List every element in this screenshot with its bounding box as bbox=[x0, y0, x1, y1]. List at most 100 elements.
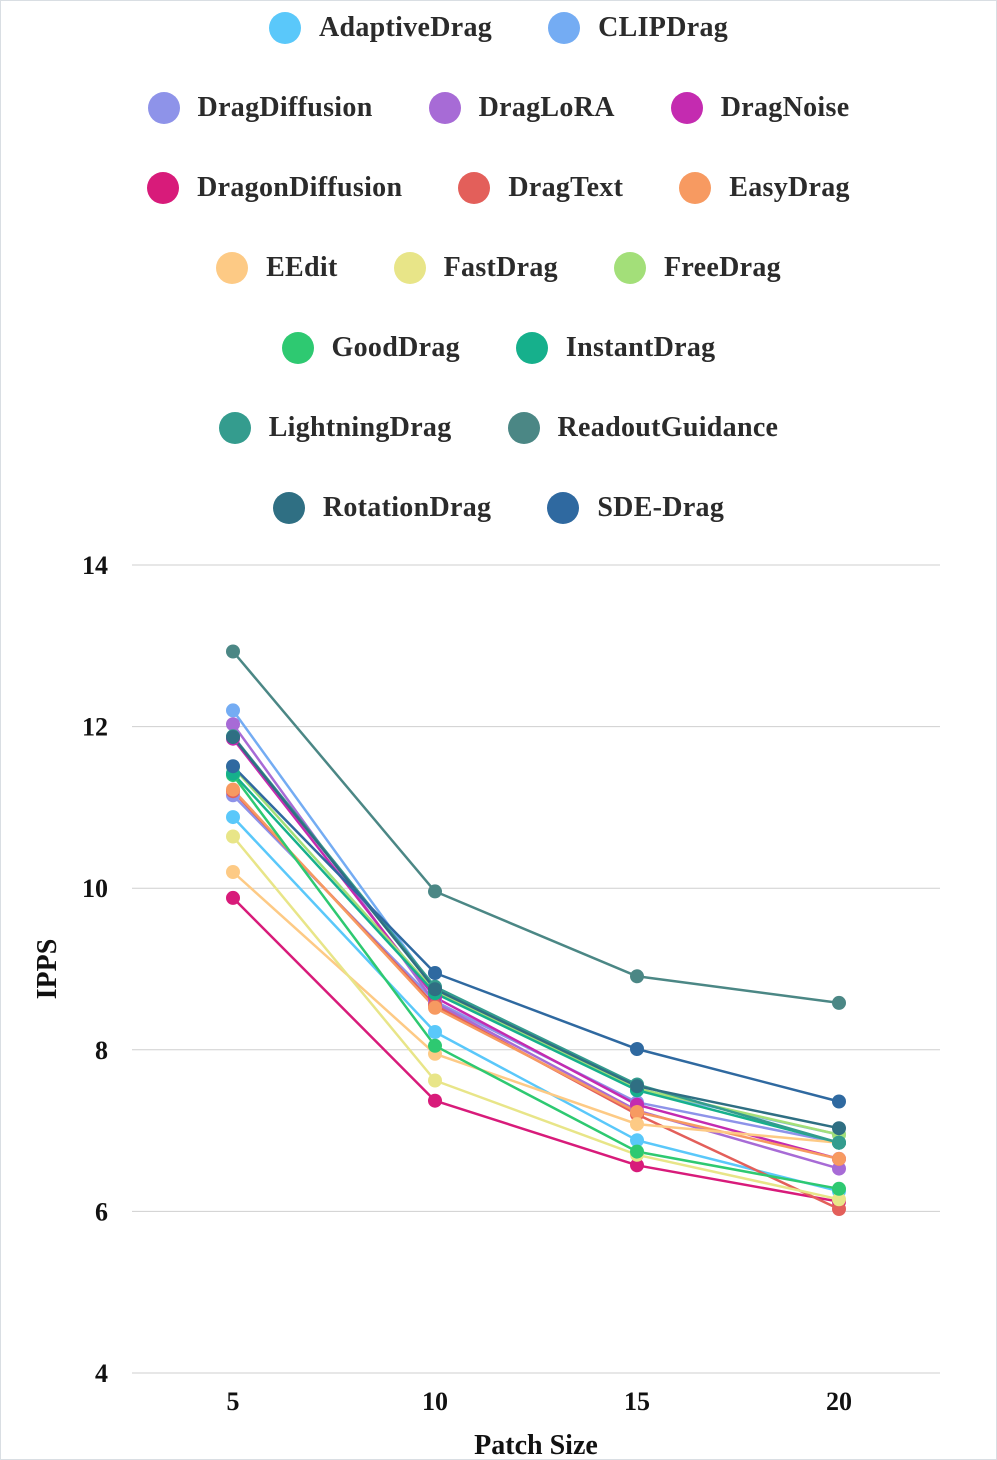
data-point bbox=[832, 1192, 846, 1207]
data-point bbox=[832, 1181, 846, 1196]
legend-item[interactable]: FastDrag bbox=[393, 252, 558, 284]
legend-marker-icon bbox=[268, 12, 301, 44]
x-tick-label: 20 bbox=[826, 1387, 852, 1416]
series-line bbox=[232, 736, 840, 1130]
legend-item[interactable]: DragDiffusion bbox=[147, 92, 373, 124]
legend-marker-icon bbox=[613, 252, 646, 284]
legend-item[interactable]: DragLoRA bbox=[428, 92, 615, 124]
data-point bbox=[226, 730, 240, 745]
series-line bbox=[232, 835, 840, 1201]
legend-item[interactable]: RotationDrag bbox=[272, 492, 492, 524]
series-line bbox=[232, 650, 840, 1005]
data-point bbox=[630, 1144, 644, 1159]
data-point bbox=[226, 717, 240, 732]
series-line bbox=[232, 816, 840, 1193]
legend-item[interactable]: CLIPDrag bbox=[548, 12, 728, 44]
legend-item[interactable]: EasyDrag bbox=[679, 172, 850, 204]
legend-row: AdaptiveDrag CLIPDrag bbox=[0, 8, 997, 48]
legend-label: AdaptiveDrag bbox=[318, 12, 493, 43]
legend-label: EasyDrag bbox=[729, 172, 850, 203]
legend-marker-icon bbox=[547, 492, 580, 524]
legend-marker-icon bbox=[515, 332, 548, 364]
y-tick-label: 10 bbox=[82, 874, 108, 903]
y-axis-label: IPPS bbox=[32, 939, 63, 1000]
data-point bbox=[428, 982, 442, 997]
legend-item[interactable]: AdaptiveDrag bbox=[268, 12, 493, 44]
legend-item[interactable]: FreeDrag bbox=[613, 252, 781, 284]
data-point bbox=[226, 810, 240, 825]
series-line bbox=[232, 897, 840, 1203]
x-tick-label: 15 bbox=[624, 1387, 650, 1416]
legend-row: DragDiffusion DragLoRA DragNoise bbox=[0, 88, 997, 128]
legend-marker-icon bbox=[393, 252, 426, 284]
data-point bbox=[428, 1093, 442, 1108]
legend-marker-icon bbox=[281, 332, 314, 364]
legend-marker-icon bbox=[147, 92, 180, 124]
legend-marker-icon bbox=[679, 172, 712, 204]
y-tick-label: 8 bbox=[95, 1036, 108, 1065]
legend-marker-icon bbox=[428, 92, 461, 124]
legend-label: EEdit bbox=[266, 252, 338, 283]
series-line bbox=[232, 871, 840, 1144]
data-point bbox=[832, 1121, 846, 1136]
legend-marker-icon bbox=[548, 12, 581, 44]
data-point bbox=[832, 1135, 846, 1150]
data-point bbox=[630, 1105, 644, 1119]
legend-item[interactable]: DragText bbox=[458, 172, 623, 204]
data-point bbox=[630, 1133, 644, 1148]
legend-label: DragDiffusion bbox=[197, 92, 373, 123]
x-tick-label: 10 bbox=[422, 1387, 448, 1416]
data-point bbox=[428, 1025, 442, 1039]
series-line bbox=[231, 774, 840, 1191]
legend-marker-icon bbox=[458, 172, 491, 204]
legend-item[interactable]: SDE-Drag bbox=[547, 492, 724, 524]
legend-row: LightningDrag ReadoutGuidance bbox=[0, 408, 997, 448]
series-line bbox=[232, 766, 840, 1136]
data-point bbox=[226, 703, 240, 718]
legend-item[interactable]: GoodDrag bbox=[281, 332, 460, 364]
data-point bbox=[226, 890, 240, 905]
legend-row: EEdit FastDrag FreeDrag bbox=[0, 248, 997, 288]
y-tick-label: 12 bbox=[82, 713, 108, 742]
legend-label: RotationDrag bbox=[322, 492, 492, 523]
series-line bbox=[232, 788, 840, 1161]
y-tick-label: 14 bbox=[82, 551, 108, 580]
legend-label: DragNoise bbox=[720, 92, 850, 123]
data-point bbox=[226, 865, 240, 879]
data-point bbox=[832, 1151, 846, 1166]
data-point bbox=[226, 644, 240, 659]
data-point bbox=[630, 969, 644, 984]
legend-item[interactable]: InstantDrag bbox=[515, 332, 716, 364]
data-point bbox=[832, 995, 846, 1010]
legend-label: DragLoRA bbox=[478, 92, 615, 123]
series-line bbox=[232, 772, 840, 1144]
data-point bbox=[428, 1073, 442, 1088]
legend-marker-icon bbox=[216, 252, 249, 284]
data-point bbox=[428, 884, 442, 899]
legend-label: InstantDrag bbox=[565, 332, 716, 363]
legend-item[interactable]: DragonDiffusion bbox=[147, 172, 402, 204]
x-axis-label: Patch Size bbox=[474, 1430, 598, 1460]
legend-item[interactable]: ReadoutGuidance bbox=[507, 412, 779, 444]
data-point bbox=[226, 782, 240, 797]
legend-label: DragonDiffusion bbox=[197, 172, 403, 203]
legend-item[interactable]: DragNoise bbox=[670, 92, 850, 124]
data-point bbox=[226, 759, 240, 774]
legend-label: LightningDrag bbox=[268, 412, 452, 443]
x-tick-label: 5 bbox=[227, 1387, 240, 1416]
legend-label: FastDrag bbox=[443, 252, 558, 283]
legend-item[interactable]: LightningDrag bbox=[218, 412, 452, 444]
legend-marker-icon bbox=[147, 172, 180, 204]
legend-label: FreeDrag bbox=[663, 252, 781, 283]
series-line bbox=[232, 737, 840, 1161]
legend-marker-icon bbox=[507, 412, 540, 444]
data-point bbox=[428, 966, 442, 980]
data-point bbox=[832, 1202, 846, 1216]
legend-label: ReadoutGuidance bbox=[557, 412, 779, 443]
data-point bbox=[428, 1000, 442, 1015]
series-line bbox=[232, 765, 840, 1103]
legend-row: RotationDrag SDE-Drag bbox=[0, 488, 997, 528]
legend-item[interactable]: EEdit bbox=[216, 252, 338, 284]
legend-label: DragText bbox=[508, 172, 624, 203]
